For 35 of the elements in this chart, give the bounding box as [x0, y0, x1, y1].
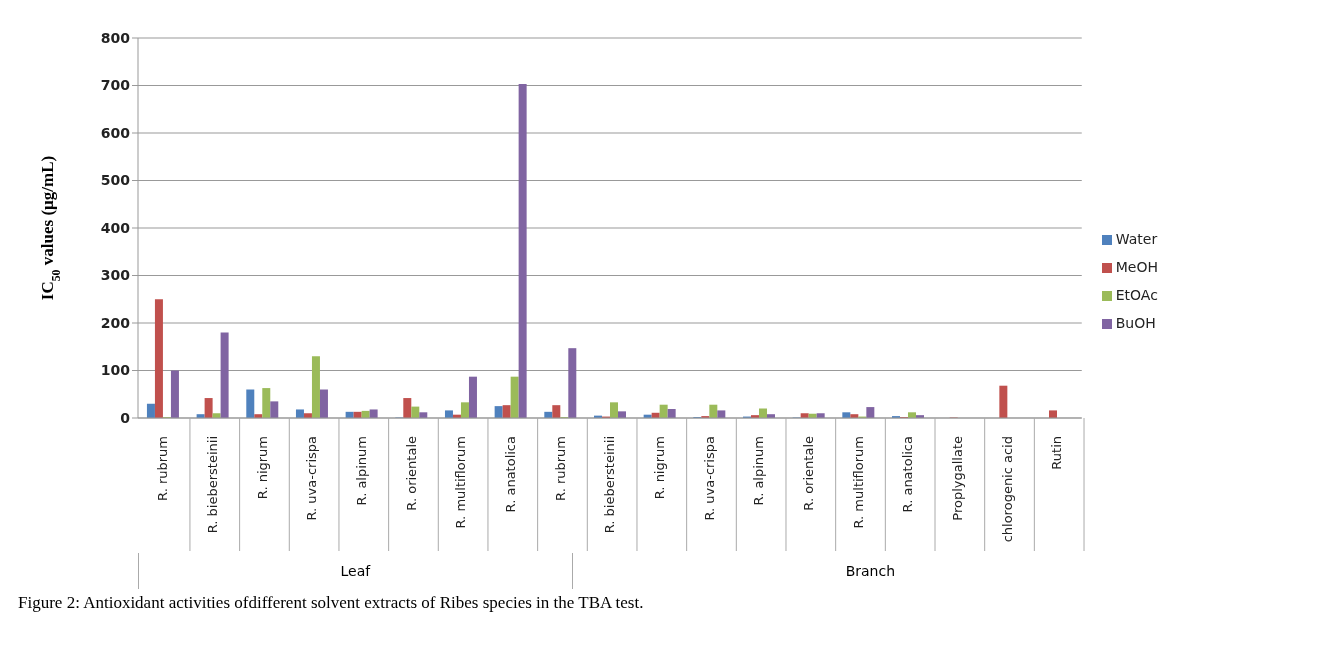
x-tick-label: R. biebersteinii — [602, 436, 618, 534]
x-tick-label: R. uva-crispa — [304, 436, 320, 521]
x-tick-label: R. anatolica — [900, 436, 916, 513]
y-tick-label: 300 — [100, 267, 131, 284]
x-tick-label: R. alpinum — [751, 436, 767, 506]
x-tick-label: R. orientale — [801, 436, 817, 511]
x-tick-label: R. multiflorum — [453, 436, 469, 529]
y-tick-label: 400 — [100, 219, 131, 236]
x-tick-label: R. orientale — [403, 436, 419, 511]
x-tick-label: R. nigrum — [254, 436, 270, 500]
x-tick-label: Rutin — [1049, 436, 1065, 470]
caption: Figure 2: Antioxidant activities ofdifferent solvent extracts of Ribes species in the TBA test. — [18, 593, 645, 613]
y-tick-label: 800 — [100, 29, 131, 46]
legend-label: MeOH — [1115, 258, 1158, 275]
x-tick-label: R. biebersteinii — [205, 436, 221, 534]
y-tick-label: 100 — [100, 362, 131, 379]
legend-label: Water — [1115, 230, 1158, 247]
y-tick-label: 200 — [100, 314, 131, 331]
x-tick-label: chlorogenic acid — [999, 436, 1015, 543]
text: Leaf — [138, 553, 572, 589]
x-tick-label: R. multiflorum — [850, 436, 866, 529]
legend-label: EtOAc — [1115, 286, 1158, 303]
text: Branch — [571, 553, 1168, 589]
x-tick-label: R. rubrum — [552, 436, 568, 501]
x-tick-label: R. alpinum — [354, 436, 370, 506]
legend-label: BuOH — [1115, 314, 1156, 331]
x-tick-label: Proplygallate — [950, 436, 966, 521]
x-tick-label: R. anatolica — [503, 436, 519, 513]
x-tick-label: R. uva-crispa — [701, 436, 717, 521]
y-tick-label: 600 — [100, 124, 131, 141]
y-tick-label: 0 — [120, 409, 131, 426]
y-tick-label: 500 — [100, 172, 131, 189]
y-tick-label: 700 — [100, 77, 131, 94]
x-tick-label: R. rubrum — [155, 436, 171, 501]
x-tick-label: R. nigrum — [652, 436, 668, 500]
